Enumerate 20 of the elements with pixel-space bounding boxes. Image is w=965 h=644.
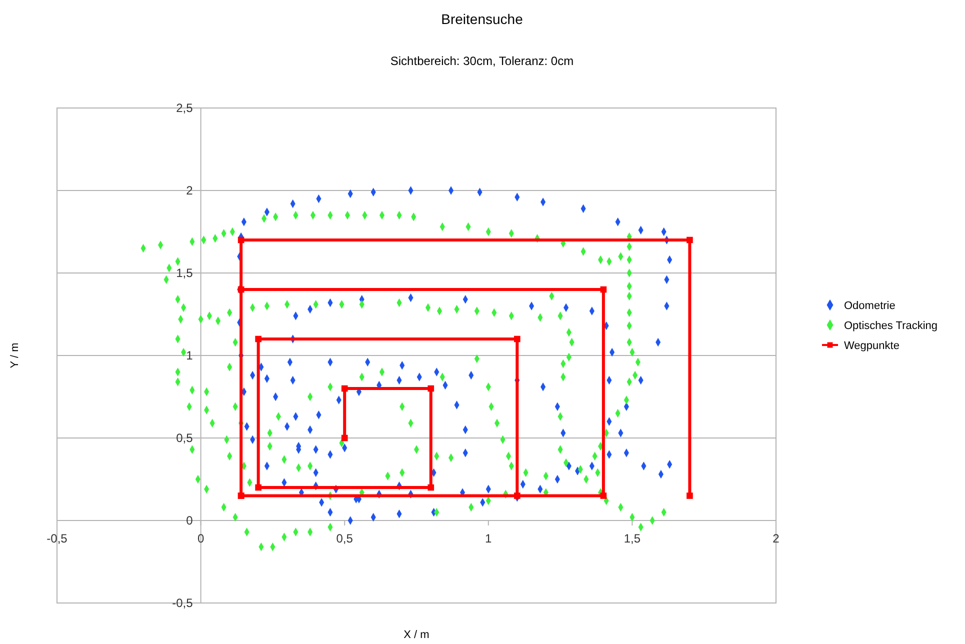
x-tick-label: 1,5 xyxy=(624,532,641,546)
y-tick-label: 2 xyxy=(186,184,194,198)
x-tick-label: -0,5 xyxy=(46,532,68,546)
x-tick-label: 2 xyxy=(772,532,780,546)
y-tick-label: 1 xyxy=(186,348,194,362)
chart-title: Breitensuche xyxy=(441,11,524,27)
y-tick-label: 2,5 xyxy=(176,101,194,115)
legend-label: Wegpunkte xyxy=(844,340,900,352)
y-tick-label: 0 xyxy=(186,514,194,528)
legend-label: Odometrie xyxy=(844,300,896,312)
x-tick-label: 0,5 xyxy=(336,532,354,546)
y-axis-title: Y / m xyxy=(9,342,21,368)
y-tick-label: 1,5 xyxy=(176,266,194,280)
x-tick-label: 0 xyxy=(197,532,204,546)
chart-subtitle: Sichtbereich: 30cm, Toleranz: 0cm xyxy=(390,54,574,68)
x-tick-label: 1 xyxy=(485,532,492,546)
y-tick-label: -0,5 xyxy=(172,596,194,610)
legend-label: Optisches Tracking xyxy=(844,320,938,332)
x-axis-title: X / m xyxy=(404,629,430,641)
y-tick-label: 0,5 xyxy=(176,431,194,445)
